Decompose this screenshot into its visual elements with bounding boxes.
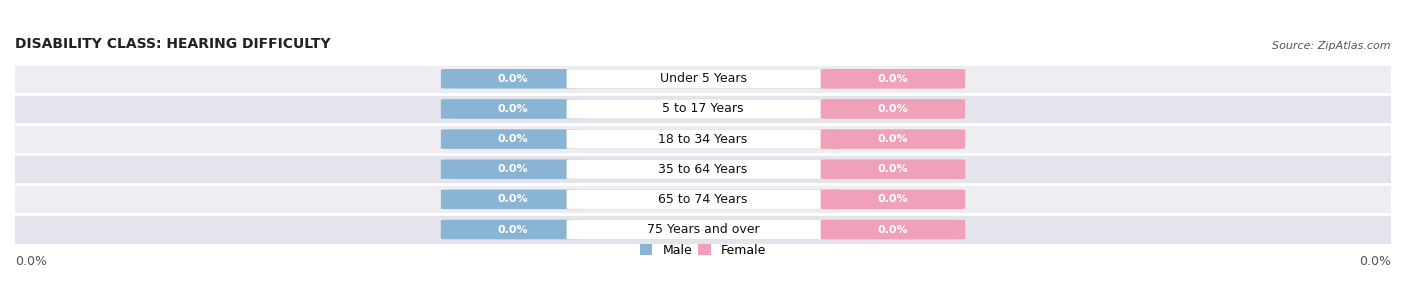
Text: 0.0%: 0.0%	[15, 256, 46, 268]
Text: 0.0%: 0.0%	[1360, 256, 1391, 268]
Text: 0.0%: 0.0%	[498, 134, 529, 144]
FancyBboxPatch shape	[441, 69, 585, 89]
Text: 0.0%: 0.0%	[498, 224, 529, 235]
Text: Under 5 Years: Under 5 Years	[659, 72, 747, 85]
FancyBboxPatch shape	[821, 220, 965, 239]
Bar	[15, 154, 1391, 184]
FancyBboxPatch shape	[567, 190, 839, 209]
FancyBboxPatch shape	[441, 99, 585, 119]
Bar	[15, 184, 1391, 214]
FancyBboxPatch shape	[441, 160, 585, 179]
Text: 0.0%: 0.0%	[498, 104, 529, 114]
Text: 0.0%: 0.0%	[877, 164, 908, 174]
FancyBboxPatch shape	[567, 160, 839, 179]
FancyBboxPatch shape	[441, 190, 585, 209]
Bar	[15, 64, 1391, 94]
Text: 35 to 64 Years: 35 to 64 Years	[658, 163, 748, 176]
FancyBboxPatch shape	[441, 220, 585, 239]
Bar	[15, 124, 1391, 154]
Text: 0.0%: 0.0%	[877, 74, 908, 84]
Text: 0.0%: 0.0%	[877, 104, 908, 114]
FancyBboxPatch shape	[821, 129, 965, 149]
Text: Source: ZipAtlas.com: Source: ZipAtlas.com	[1272, 41, 1391, 51]
FancyBboxPatch shape	[821, 69, 965, 89]
Text: 0.0%: 0.0%	[877, 194, 908, 204]
Text: 5 to 17 Years: 5 to 17 Years	[662, 102, 744, 116]
FancyBboxPatch shape	[567, 220, 839, 239]
Text: 18 to 34 Years: 18 to 34 Years	[658, 133, 748, 145]
Legend: Male, Female: Male, Female	[636, 239, 770, 262]
FancyBboxPatch shape	[567, 99, 839, 119]
Bar	[15, 214, 1391, 245]
Text: DISABILITY CLASS: HEARING DIFFICULTY: DISABILITY CLASS: HEARING DIFFICULTY	[15, 37, 330, 51]
Text: 65 to 74 Years: 65 to 74 Years	[658, 193, 748, 206]
FancyBboxPatch shape	[821, 160, 965, 179]
FancyBboxPatch shape	[567, 129, 839, 149]
Text: 0.0%: 0.0%	[877, 134, 908, 144]
Text: 0.0%: 0.0%	[498, 164, 529, 174]
Bar	[15, 94, 1391, 124]
Text: 0.0%: 0.0%	[498, 194, 529, 204]
Text: 0.0%: 0.0%	[877, 224, 908, 235]
Text: 75 Years and over: 75 Years and over	[647, 223, 759, 236]
FancyBboxPatch shape	[441, 129, 585, 149]
FancyBboxPatch shape	[821, 99, 965, 119]
FancyBboxPatch shape	[567, 69, 839, 89]
FancyBboxPatch shape	[821, 190, 965, 209]
Text: 0.0%: 0.0%	[498, 74, 529, 84]
